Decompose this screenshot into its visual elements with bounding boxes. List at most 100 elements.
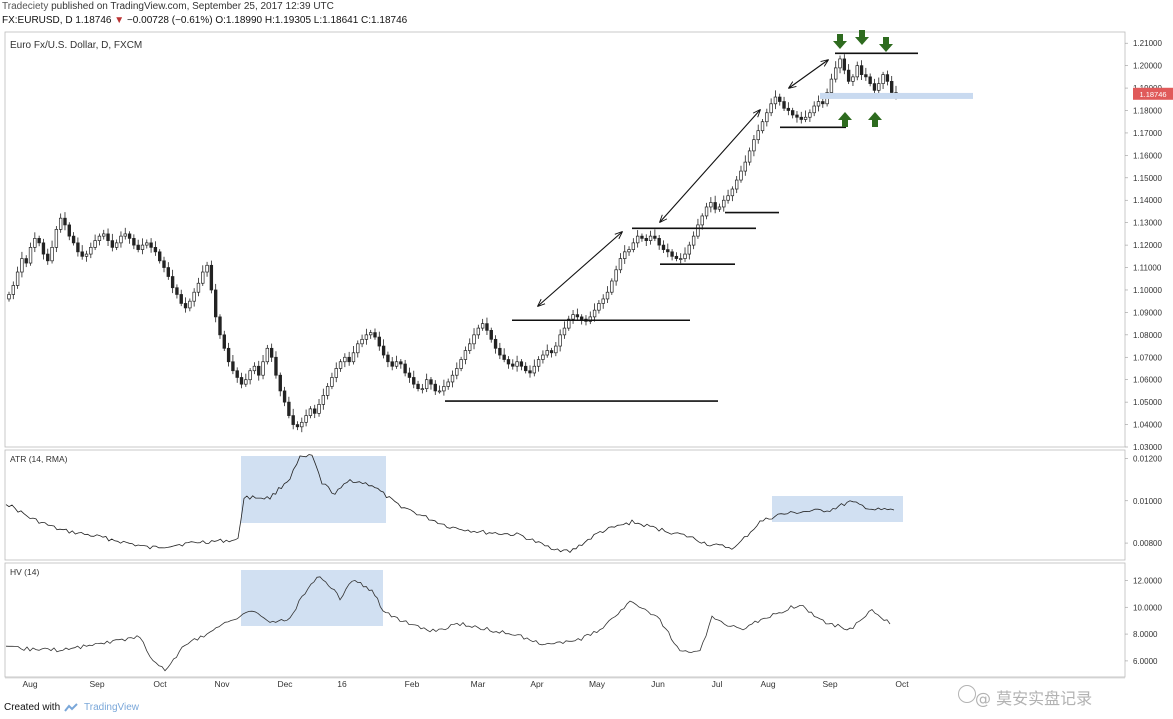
candle-body [136,244,140,250]
candle-body [597,303,601,311]
x-axis-label: Aug [22,679,37,689]
candle-body [261,361,265,376]
x-axis-label: May [589,679,606,689]
candle-body [687,244,692,255]
green-up-arrow-icon [838,112,852,127]
candle-body [420,388,425,391]
candle-body [627,249,631,253]
candle-body [614,269,618,282]
atr-title: ATR (14, RMA) [10,454,68,464]
candle-body [644,238,648,241]
x-axis-label: Feb [405,679,420,689]
candle-body [864,74,868,78]
price-tick-label: 1.13000 [1133,219,1162,228]
candle-body [558,334,562,347]
candle-body [666,249,670,253]
candle-body [58,217,63,230]
candle-body [653,235,657,239]
candle-body [313,408,317,414]
last-price-label: 1.18746 [1139,90,1166,99]
quote-line: FX:EURUSD, D 1.18746 ▼ −0.00728 (−0.61%)… [2,15,407,26]
candle-body [239,377,244,385]
candle-body [472,334,476,345]
author-name[interactable]: Tradeciety [2,1,49,12]
candle-body [356,343,360,354]
candle-body [390,361,394,367]
candle-body [769,103,773,114]
candle-body [334,368,338,378]
trend-arrow [789,60,828,88]
candle-body [476,327,481,336]
candle-body [726,195,730,201]
watermark-icon [958,685,976,703]
candle-body [403,363,407,374]
candle-body [330,377,334,387]
candle-body [773,96,778,105]
candle-body [747,150,752,163]
candle-body [28,247,33,264]
candle-body [442,386,446,392]
candle-body [373,332,377,338]
candle-body [868,76,872,84]
candle-body [343,356,347,363]
candle-body [739,170,743,181]
last-price-badge [1133,87,1173,100]
price-tick-label: 1.08000 [1133,331,1162,340]
candle-body [7,294,11,300]
x-axis-label: Nov [214,679,230,689]
candle-body [812,105,816,114]
candle-body [140,244,145,250]
hv-title: HV (14) [10,567,39,577]
x-axis-label: Oct [895,679,909,689]
price-tick-label: 1.21000 [1133,39,1162,48]
candle-body [829,78,834,93]
candle-body [872,83,877,91]
candle-body [515,361,519,367]
x-axis-label: Apr [530,679,543,689]
symbol-label[interactable]: FX:EURUSD, D [2,15,73,26]
candle-body [54,229,59,248]
candle-body [196,282,201,293]
candle-body [153,247,158,253]
candle-body [575,314,580,318]
candle-body [166,267,171,277]
candle-body [114,242,119,248]
price-tick-label: 1.10000 [1133,286,1162,295]
candle-body [412,377,416,385]
price-tick-label: 1.06000 [1133,376,1162,385]
candle-body [300,421,304,428]
chart-canvas[interactable]: 1.210001.200001.190001.180001.170001.160… [0,30,1173,699]
candle-body [834,67,838,80]
candle-body [713,202,717,210]
candle-body [618,258,623,271]
candle-body [192,291,196,302]
tradingview-brand[interactable]: TradingView [84,702,140,713]
candle-body [183,303,188,309]
candle-body [536,359,541,367]
candle-body [248,370,252,381]
candle-body [175,287,179,295]
price-tick-label: 1.09000 [1133,308,1162,317]
price-tick-label: 1.17000 [1133,129,1162,138]
candle-body [846,69,851,82]
candle-body [743,161,747,172]
candle-body [84,253,89,257]
candle-body [808,112,812,118]
hv-tick-label: 12.0000 [1133,576,1162,585]
price-tick-label: 1.05000 [1133,398,1162,407]
candle-body [213,289,218,318]
published-text: published on TradingView.com, September … [51,1,334,12]
candle-body [890,81,894,93]
candle-body [119,235,123,244]
candle-body [394,361,399,367]
candle-body [648,235,653,241]
candle-body [562,327,567,336]
candle-body [106,233,110,241]
candle-body [756,130,760,141]
candle-body [851,76,855,82]
candle-body [158,251,162,262]
candle-body [455,368,459,376]
candle-body [468,343,472,351]
candle-body [623,251,627,259]
candle-body [605,291,610,300]
